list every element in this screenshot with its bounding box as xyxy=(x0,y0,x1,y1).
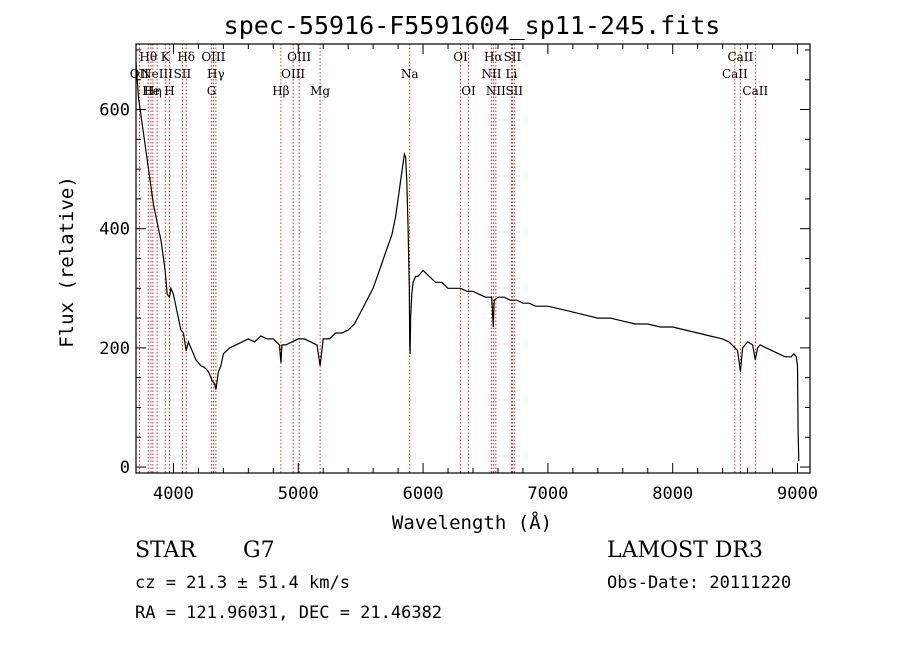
line-marker-label: Li xyxy=(506,67,518,81)
object-subclass: G7 xyxy=(243,538,275,563)
chart-title: spec-55916-F5591604_sp11-245.fits xyxy=(224,11,721,40)
y-tick-label: 0 xyxy=(120,458,130,478)
ra-dec-coordinates: RA = 121.96031, DEC = 21.46382 xyxy=(135,603,443,623)
x-axis-label: Wavelength (Å) xyxy=(392,511,552,534)
emission-line-markers xyxy=(138,44,756,473)
y-tick-label: 600 xyxy=(99,101,130,121)
line-marker-label: SII xyxy=(174,67,192,81)
plot-frame xyxy=(135,43,811,474)
line-marker-label: K xyxy=(161,50,171,64)
line-marker-label: Hδ xyxy=(177,50,195,64)
line-marker-label: Na xyxy=(401,67,419,81)
line-marker-label: NII xyxy=(486,84,506,98)
object-class: STAR xyxy=(135,538,196,563)
axis-ticks xyxy=(136,44,810,473)
line-marker-label: CaII xyxy=(727,50,753,64)
line-marker-label: CaII xyxy=(742,84,768,98)
redshift-cz: cz = 21.3 ± 51.4 km/s xyxy=(135,573,350,593)
y-axis-label: Flux (relative) xyxy=(56,176,78,348)
x-tick-label: 6000 xyxy=(403,484,444,504)
axis-tick-labels: 4000 5000 6000 7000 8000 9000 0 200 400 600 xyxy=(99,101,818,504)
line-marker-label: Mg xyxy=(310,84,330,98)
line-marker-label: He xyxy=(142,84,160,98)
line-marker-label: OIII xyxy=(201,50,225,64)
line-marker-label: Hβ xyxy=(272,84,289,98)
x-tick-label: 4000 xyxy=(153,484,194,504)
x-tick-label: 8000 xyxy=(652,484,693,504)
line-marker-label: OII xyxy=(130,67,150,81)
obs-date: Obs-Date: 20111220 xyxy=(607,573,792,593)
line-marker-label: SII xyxy=(505,84,523,98)
line-marker-label: Hα xyxy=(484,50,503,64)
line-marker-label: Hθ xyxy=(139,50,157,64)
line-marker-label: NeIII xyxy=(141,67,173,81)
x-tick-label: 5000 xyxy=(278,484,319,504)
x-tick-label: 9000 xyxy=(777,484,818,504)
line-marker-label: OI xyxy=(453,50,468,64)
y-tick-label: 400 xyxy=(99,220,130,240)
line-marker-label: SII xyxy=(504,50,522,64)
line-marker-label: Hγ xyxy=(207,67,225,81)
line-marker-label: G xyxy=(207,84,217,98)
line-marker-label: Hη xyxy=(144,84,162,98)
line-marker-label: OIII xyxy=(281,67,305,81)
line-marker-label: CaII xyxy=(722,67,748,81)
line-marker-label: NII xyxy=(481,67,501,81)
y-tick-label: 200 xyxy=(99,339,130,359)
line-marker-label: H xyxy=(164,84,174,98)
line-marker-label: OIII xyxy=(287,50,311,64)
line-marker-label: OI xyxy=(461,84,476,98)
survey-name: LAMOST DR3 xyxy=(607,538,763,563)
spectrum-series-line xyxy=(135,61,800,462)
x-tick-label: 7000 xyxy=(527,484,568,504)
